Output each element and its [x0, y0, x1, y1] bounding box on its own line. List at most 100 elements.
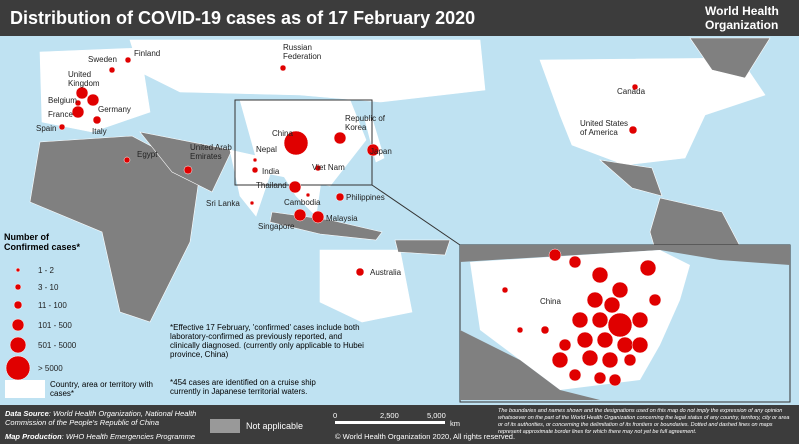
country-label: United Arab Emirates [190, 143, 232, 161]
inset-case-marker [616, 336, 634, 354]
legend-marker [13, 300, 23, 310]
legend-marker [11, 318, 25, 332]
legend-marker [14, 283, 22, 291]
case-marker [305, 192, 311, 198]
case-marker [92, 115, 102, 125]
case-marker [183, 165, 193, 175]
inset-frame [234, 99, 373, 186]
not-applicable: Not applicable [246, 421, 304, 431]
inset-case-marker [568, 368, 582, 382]
country-label: Sweden [88, 55, 117, 64]
inset-case-marker [576, 331, 594, 349]
country-label: France [48, 110, 73, 119]
scale-label: km [450, 419, 460, 428]
inset-case-marker [558, 338, 572, 352]
inset-case-marker [571, 311, 589, 329]
legend-label: 1 - 2 [38, 266, 55, 275]
legend-swatch [5, 380, 45, 398]
inset-case-marker [611, 281, 629, 299]
production-label: Map Production [5, 432, 62, 441]
country-label: Spain [36, 124, 56, 133]
case-marker [355, 267, 365, 277]
case-marker [279, 64, 287, 72]
case-marker [366, 143, 380, 157]
inset-case-marker [551, 351, 569, 369]
case-marker [293, 208, 307, 222]
inset-land [460, 330, 600, 400]
inset-case-marker [631, 311, 649, 329]
legend-title: Number of Confirmed cases* [4, 232, 81, 252]
scale-bar [335, 421, 445, 424]
inset-case-marker [593, 371, 607, 385]
country-label: Viet Nam [312, 163, 345, 172]
production: WHO Health Emergencies Programme [65, 432, 196, 441]
inset-case-marker [631, 336, 649, 354]
footer: Data Source: World Health Organization, … [0, 405, 799, 444]
inset-case-marker [623, 353, 637, 367]
inset-case-marker [648, 293, 662, 307]
case-marker [314, 164, 322, 172]
case-marker [58, 123, 66, 131]
inset-case-marker [516, 326, 524, 334]
country-label: Singapore [258, 222, 295, 231]
scale-label: 2,500 [380, 411, 399, 420]
inset-case-marker [596, 331, 614, 349]
country-label: Australia [370, 268, 402, 277]
legend-marker [15, 267, 21, 273]
country-label: Thailand [256, 181, 287, 190]
inset-label: China [540, 297, 561, 306]
country-label: Egypt [137, 150, 158, 159]
inset-case-marker [608, 373, 622, 387]
inset-case-marker [607, 312, 633, 338]
inset-case-marker [601, 351, 619, 369]
case-marker [71, 105, 85, 119]
case-marker [628, 125, 638, 135]
org: World Health Organization [705, 4, 779, 32]
case-marker [251, 166, 259, 174]
inset-case-marker [603, 296, 621, 314]
legend-with-cases: Country, area or territory with cases* [50, 380, 153, 398]
legend-label: 101 - 500 [38, 321, 72, 330]
country-label: Finland [134, 49, 160, 58]
inset-case-marker [501, 286, 509, 294]
country-label: Nepal [256, 145, 277, 154]
legend-label: > 5000 [38, 364, 63, 373]
legend-label: 501 - 5000 [38, 341, 77, 350]
inset-case-marker [548, 248, 562, 262]
case-marker [631, 83, 639, 91]
na-swatch [210, 419, 240, 433]
country-label: Russian Federation [283, 43, 321, 61]
org-line: Organization [705, 18, 779, 32]
case-marker [333, 131, 347, 145]
case-marker [311, 210, 325, 224]
source-label: Data Source [5, 409, 49, 418]
country-label: Philippines [346, 193, 385, 202]
inset-case-marker [540, 325, 550, 335]
country-label: Canada [617, 87, 646, 96]
case-marker [86, 93, 100, 107]
scale-label: 0 [333, 411, 338, 420]
case-marker [249, 200, 255, 206]
country-label: Sri Lanka [206, 199, 240, 208]
case-marker [252, 157, 258, 163]
inset-land [460, 245, 790, 265]
country-label: India [262, 167, 280, 176]
country-label: United States of America [580, 119, 628, 137]
country-label: Cambodia [284, 198, 321, 207]
country-label: Italy [92, 127, 107, 136]
country-label: Malaysia [326, 214, 358, 223]
note: *Effective 17 February, 'confirmed' case… [170, 323, 364, 359]
inset-case-marker [581, 349, 599, 367]
country-label: Republic of Korea [345, 114, 386, 132]
country-label: China [272, 129, 293, 138]
country-label: Belgium [48, 96, 77, 105]
legend-marker [5, 355, 31, 381]
source: World Health Organization, National Heal… [5, 409, 197, 427]
case-marker [108, 66, 116, 74]
inset-case-marker [586, 291, 604, 309]
legend-label: 11 - 100 [38, 301, 67, 310]
title: Distribution of COVID-19 cases as of 17 … [10, 8, 476, 28]
inset-case-marker [591, 266, 609, 284]
country-label: United Kingdom [68, 70, 100, 88]
